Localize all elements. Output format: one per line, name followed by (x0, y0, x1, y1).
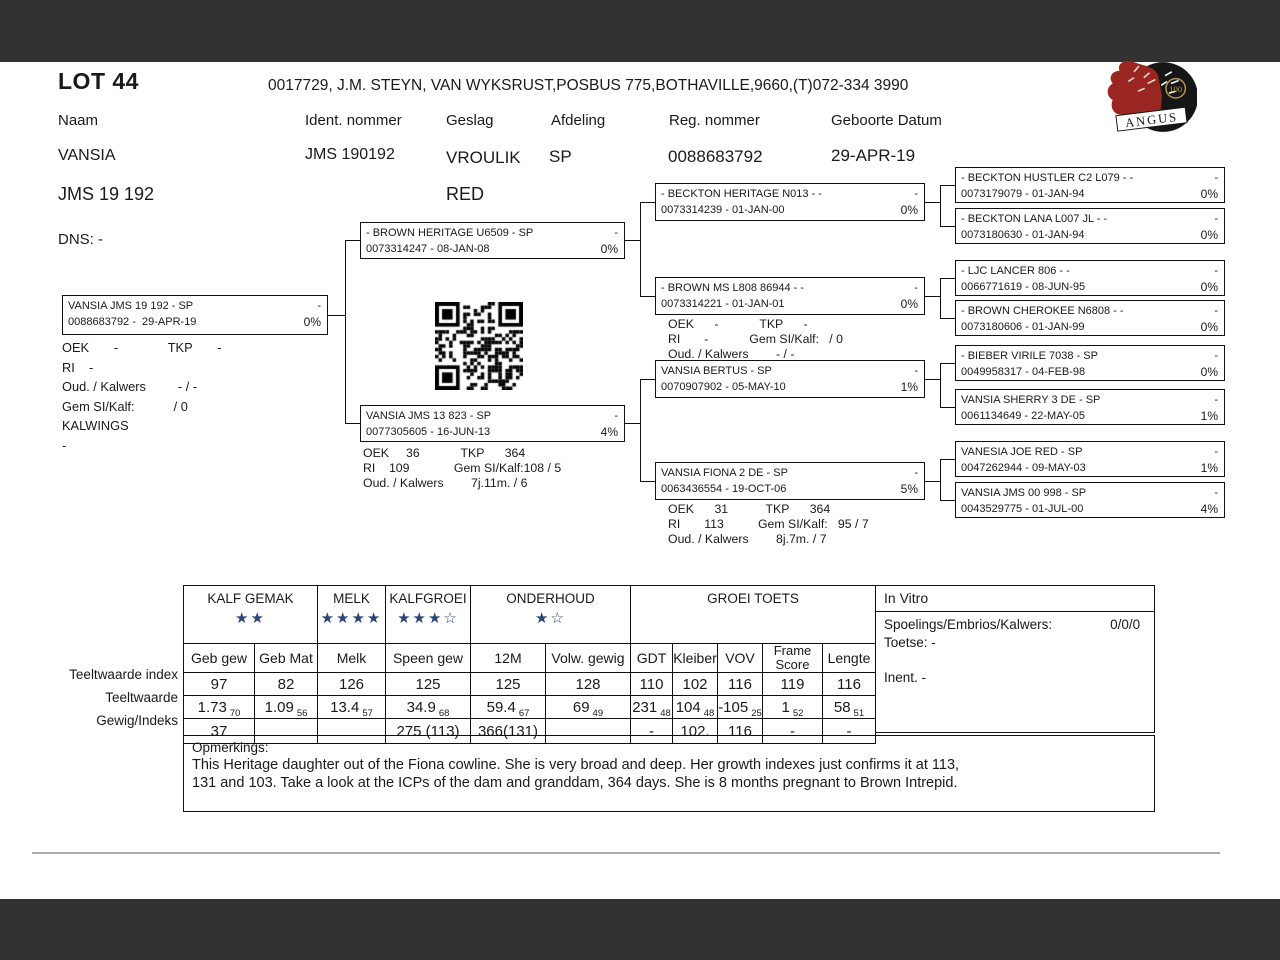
field-value-reg: 0088683792 (668, 147, 763, 166)
pedigree-line (940, 459, 941, 500)
invitro-toetse: Toetse: - (884, 635, 936, 650)
bottom-bar (0, 899, 1280, 960)
pedigree-line (345, 423, 360, 424)
pedigree-line (940, 278, 955, 279)
ident-short: JMS 19 192 (58, 184, 155, 204)
gen3-box-7: VANSIA JMS 00 998 - SP - 0043529775 - 01-… (955, 482, 1225, 518)
colour-value: RED (446, 184, 485, 204)
qr-code (435, 302, 523, 390)
pedigree-line (940, 318, 955, 319)
invitro-title: In Vitro (876, 586, 1154, 612)
star-rating: ★★★★ (320, 610, 383, 627)
gen2-box-2: VANSIA BERTUS - SP - 0070907902 - 05-MAY-… (655, 360, 925, 398)
performance-table: KALF GEMAK ★★ MELK ★★★★ KALFGROEI ★★★☆ ONDE… (183, 585, 876, 744)
field-label-ident: Ident. nommer (305, 112, 402, 129)
field-value-geboorte: 29-APR-19 (831, 146, 916, 165)
invitro-panel: In Vitro Spoelings/Embrios/Kalwers: 0/0/… (875, 585, 1155, 733)
svg-text:ANGUS: ANGUS (1124, 110, 1178, 130)
pedigree-line (940, 407, 955, 408)
subject-stats: OEK - TKP - RI - Oud. / Kalwers - / - Ge… (62, 340, 222, 453)
breeder-line: 0017729, J.M. STEYN, VAN WYKSRUST,POSBUS… (268, 77, 909, 94)
pedigree-line (640, 202, 655, 203)
field-value-geslag: VROULIK (446, 148, 521, 167)
remarks-line: 131 and 103. Take a look at the ICPs of … (192, 775, 958, 791)
ebv-row: 1.73 70 1.09 56 13.4 57 34.9 68 59.4 67 69 49 … (183, 695, 876, 719)
field-label-afdeling: Afdeling (551, 112, 606, 129)
pedigree-line (940, 278, 941, 318)
remarks-title: Opmerkings: (192, 740, 269, 755)
gen2-box-3: VANSIA FIONA 2 DE - SP - 0063436554 - 19-… (655, 462, 925, 500)
gen3-box-3: - BROWN CHEROKEE N6808 - -- 0073180606 -… (955, 300, 1225, 336)
pedigree-line (940, 459, 955, 460)
dns-value: DNS: - (58, 231, 103, 248)
group-kalfgroei: KALFGROEI ★★★☆ (385, 585, 471, 644)
pedigree-line (925, 202, 940, 203)
group-onderhoud: ONDERHOUD ★☆ (470, 585, 631, 644)
field-value-naam: VANSIA (58, 147, 116, 164)
group-kalf-gemak: KALF GEMAK ★★ (183, 585, 318, 644)
gen2-box-3-stats: OEK 31 TKP 364 RI 113 Gem SI/Kalf: 95 / … (668, 502, 869, 546)
pedigree-line (345, 240, 360, 241)
pedigree-line (925, 379, 940, 380)
field-label-naam: Naam (58, 112, 99, 129)
svg-text:100: 100 (1169, 84, 1183, 94)
pedigree-line (625, 240, 640, 241)
pedigree-line (640, 202, 641, 296)
pedigree-line (940, 185, 941, 226)
index-row: 97 82 126 125 125 128 110 102 116 119 116 (183, 672, 876, 696)
gen2-box-1: - BROWN MS L808 86944 - -- 0073314221 - … (655, 277, 925, 315)
pedigree-line (940, 185, 955, 186)
star-rating: ★★★☆ (397, 610, 459, 627)
pedigree-line (640, 296, 655, 297)
pedigree-line (328, 315, 345, 316)
logo-cow-head (1107, 60, 1163, 124)
pedigree-line (925, 296, 940, 297)
gen3-box-6: VANESIA JOE RED - SP - 0047262944 - 09-MA… (955, 441, 1225, 477)
angus-logo: 100 ANGUS (1105, 58, 1198, 143)
pedigree-line (940, 363, 941, 407)
remarks-box: Opmerkings: This Heritage daughter out o… (183, 735, 1155, 812)
gen3-box-4: - BIEBER VIRILE 7038 - SP - 0049958317 - … (955, 345, 1225, 381)
gen2-box-0: - BECKTON HERITAGE N013 - -- 0073314239 … (655, 183, 925, 221)
pedigree-line (925, 481, 940, 482)
gen3-box-2: - LJC LANCER 806 - -- 0066771619 - 08-JU… (955, 260, 1225, 296)
page-title: LOT 44 (58, 68, 139, 94)
field-value-ident: JMS 190192 (305, 146, 395, 163)
separator-line (32, 852, 1220, 854)
invitro-inent: Inent. - (884, 670, 927, 685)
column-header-row: Geb gew Geb Mat Melk Speen gew 12M Volw.… (183, 643, 876, 673)
field-value-afdeling: SP (549, 147, 572, 166)
pedigree-line (940, 363, 955, 364)
pedigree-line (640, 379, 655, 380)
gen3-box-5: VANSIA SHERRY 3 DE - SP - 0061134649 - 22… (955, 389, 1225, 425)
pedigree-line (640, 379, 641, 481)
field-label-geboorte: Geboorte Datum (831, 112, 942, 129)
pedigree-line (625, 423, 640, 424)
star-rating: ★☆ (535, 610, 566, 627)
dam-box: VANSIA JMS 13 823 - SP - 0077305605 - 16-… (360, 405, 625, 442)
group-groei-toets: GROEI TOETS (630, 585, 876, 644)
sire-box: - BROWN HERITAGE U6509 - SP - 0073314247 … (360, 222, 625, 259)
gen3-box-1: - BECKTON LANA L007 JL - -- 0073180630 -… (955, 208, 1225, 244)
pedigree-line (640, 481, 655, 482)
top-bar (0, 0, 1280, 62)
field-label-reg: Reg. nommer (669, 112, 760, 129)
pedigree-line (940, 500, 955, 501)
gen2-box-1-stats: OEK - TKP - RI - Gem SI/Kalf: / 0 Oud. /… (668, 317, 843, 361)
gen3-box-0: - BECKTON HUSTLER C2 L079 - -- 007317907… (955, 167, 1225, 203)
subject-box: VANSIA JMS 19 192 - SP - 0088683792 - 29-… (62, 295, 328, 335)
invitro-spoelings-label: Spoelings/Embrios/Kalwers: (884, 617, 1053, 632)
dam-stats: OEK 36 TKP 364 RI 109 Gem SI/Kalf:108 / … (363, 446, 562, 490)
field-label-geslag: Geslag (446, 112, 494, 129)
group-melk: MELK ★★★★ (317, 585, 386, 644)
row-label-ebv: Teeltwaarde (105, 690, 178, 705)
pedigree-line (940, 226, 955, 227)
invitro-spoelings-value: 0/0/0 (1110, 617, 1141, 632)
row-label-index: Teeltwaarde index (69, 667, 178, 682)
pedigree-line (345, 240, 346, 423)
row-label-weight: Gewig/Indeks (96, 713, 178, 728)
star-rating: ★★ (235, 610, 266, 627)
remarks-line: This Heritage daughter out of the Fiona … (192, 757, 960, 773)
